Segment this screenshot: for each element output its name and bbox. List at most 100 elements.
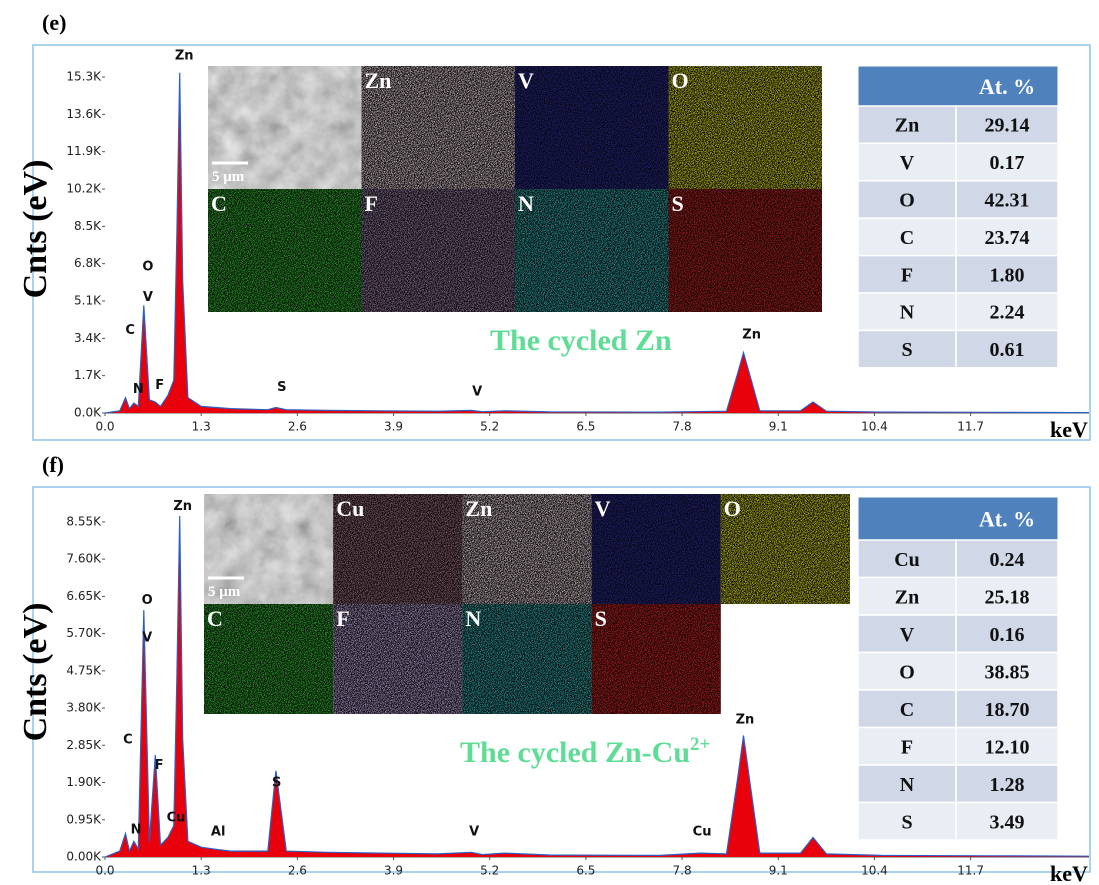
peak-label: Zn <box>736 713 755 728</box>
peak-label: Al <box>211 824 226 839</box>
table-value: 23.74 <box>985 227 1030 249</box>
y-tick-label: 6.8K <box>74 256 102 270</box>
table-value: 3.49 <box>990 811 1025 833</box>
figure: (e)Cnts (eV)keV0.0K1.7K3.4K5.1K6.8K8.5K1… <box>0 0 1099 885</box>
peak-label: O <box>142 593 153 608</box>
peak-label: Zn <box>175 48 194 63</box>
y-tick-label: 1.90K <box>66 775 102 789</box>
map-label: F <box>336 606 349 631</box>
map-tile: F <box>333 604 462 714</box>
panel-label: (e) <box>42 10 66 35</box>
map-label: Zn <box>365 68 392 93</box>
x-tick-label: 9.1 <box>769 420 788 434</box>
x-tick-label: 2.6 <box>288 864 307 878</box>
table-header: At. % <box>979 507 1035 532</box>
map-noise <box>462 604 591 714</box>
peak-label: V <box>142 630 152 645</box>
y-tick-label: 1.7K <box>74 368 102 382</box>
caption-text: The cycled Zn <box>490 324 672 357</box>
x-axis-label: keV <box>1050 417 1088 442</box>
table-element: V <box>900 624 915 646</box>
x-tick-label: 7.8 <box>673 864 692 878</box>
y-tick-label: 15.3K <box>66 70 102 84</box>
table-element: O <box>899 190 915 212</box>
y-axis-label: Cnts (eV) <box>17 603 54 742</box>
x-tick-label: 5.2 <box>480 864 499 878</box>
table-value: 1.28 <box>990 774 1025 796</box>
caption-sup: 2+ <box>690 734 710 755</box>
map-noise <box>515 66 669 189</box>
peak-label: O <box>142 259 153 274</box>
table-value: 0.16 <box>990 624 1025 646</box>
y-tick-label: 10.2K <box>66 182 102 196</box>
y-tick-label: 3.4K <box>74 331 102 345</box>
table-element: F <box>901 736 913 758</box>
peak-label: Zn <box>742 327 761 342</box>
map-noise <box>669 66 823 189</box>
map-noise <box>362 189 516 312</box>
map-label: O <box>672 68 689 93</box>
x-tick-label: 6.5 <box>576 420 595 434</box>
peak-label: N <box>133 382 144 397</box>
x-tick-label: 10.4 <box>861 864 888 878</box>
map-label: V <box>595 496 611 521</box>
y-tick-label: 0.0K <box>74 406 102 420</box>
x-axis-label: keV <box>1050 861 1088 885</box>
table-value: 12.10 <box>985 736 1030 758</box>
y-axis-label: Cnts (eV) <box>17 160 54 299</box>
peak-label: C <box>125 323 135 338</box>
table-value: 2.24 <box>990 302 1025 324</box>
map-label: Zn <box>465 496 492 521</box>
table-element: N <box>900 774 915 796</box>
map-noise <box>592 494 721 604</box>
table-element: O <box>899 661 915 683</box>
map-tile: V <box>515 66 669 189</box>
map-tile: O <box>669 66 823 189</box>
table-value: 29.14 <box>985 115 1030 137</box>
table-value: 25.18 <box>985 586 1030 608</box>
map-noise <box>204 604 333 714</box>
peak-label: F <box>155 378 164 393</box>
map-label: S <box>672 191 684 216</box>
x-tick-label: 3.9 <box>384 420 403 434</box>
table-element: Cu <box>894 549 920 571</box>
table-value: 0.17 <box>990 152 1025 174</box>
map-noise <box>333 604 462 714</box>
map-tile: Zn <box>462 494 591 604</box>
map-label: C <box>211 191 227 216</box>
table-value: 38.85 <box>985 661 1030 683</box>
caption-text: The cycled Zn-Cu <box>460 736 690 769</box>
table-value: 0.24 <box>990 549 1025 571</box>
map-tile: F <box>362 189 516 312</box>
y-tick-label: 11.9K <box>66 144 102 158</box>
x-tick-label: 7.8 <box>673 420 692 434</box>
inset-caption: The cycled Zn <box>490 324 672 357</box>
y-tick-label: 0.95K <box>66 812 102 826</box>
map-tile: Zn <box>362 66 516 189</box>
peak-label: Zn <box>173 499 192 514</box>
map-tile: 5 μm <box>204 494 333 604</box>
peak-label: Cu <box>167 811 186 826</box>
y-tick-label: 8.55K <box>66 514 102 528</box>
table-value: 1.80 <box>990 264 1025 286</box>
map-label: N <box>518 191 534 216</box>
scale-label: 5 μm <box>208 584 241 600</box>
x-tick-label: 0.0 <box>95 864 114 878</box>
table-element: Zn <box>895 115 919 137</box>
map-tile: S <box>669 189 823 312</box>
table-element: C <box>900 227 914 249</box>
peak-label: S <box>277 380 286 395</box>
x-tick-label: 6.5 <box>576 864 595 878</box>
table-element: S <box>901 811 912 833</box>
x-tick-label: 11.7 <box>957 864 984 878</box>
map-label: Cu <box>336 496 364 521</box>
map-label: F <box>365 191 378 216</box>
peak-label: S <box>272 775 281 790</box>
y-tick-label: 0.00K <box>66 850 102 864</box>
map-tile: C <box>208 189 362 312</box>
x-tick-label: 2.6 <box>288 420 307 434</box>
map-label: O <box>724 496 741 521</box>
y-tick-label: 8.5K <box>74 219 102 233</box>
map-label: C <box>207 606 223 631</box>
map-label: N <box>465 606 481 631</box>
